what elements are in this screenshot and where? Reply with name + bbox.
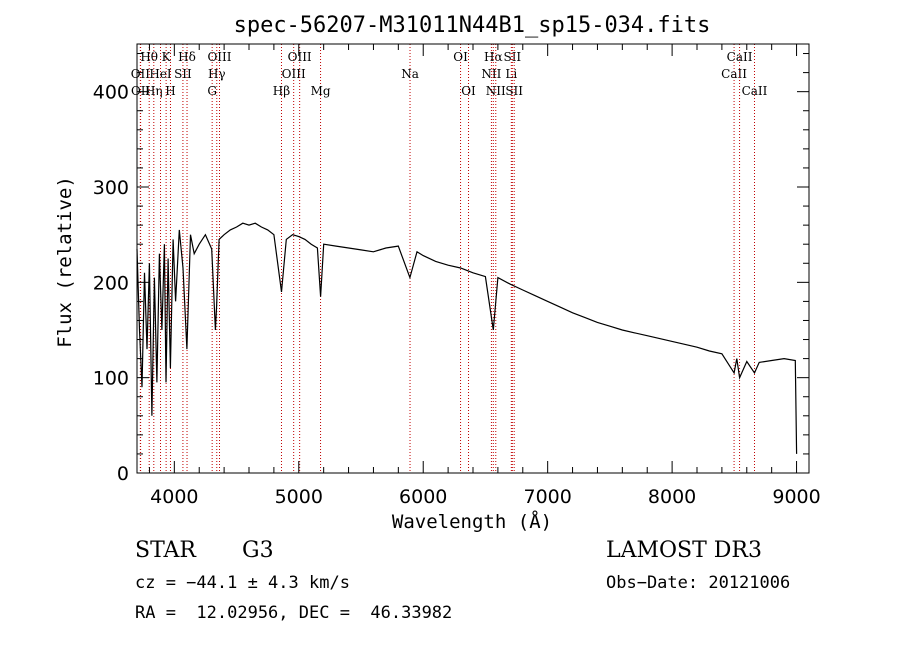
object-class: STAR (135, 538, 196, 563)
chart-title: spec-56207-M31011N44B1_sp15-034.fits (234, 13, 711, 38)
spectral-line-label: CaII (727, 50, 753, 64)
spectral-line-label: Hη (145, 84, 163, 98)
spectral-line-label: CaII (721, 67, 747, 81)
y-tick-label: 300 (93, 177, 129, 199)
x-tick-label: 7000 (523, 486, 571, 508)
survey-name: LAMOST DR3 (606, 538, 762, 563)
spectral-line-label: Mg (311, 84, 331, 98)
spectral-line-label: Hγ (208, 67, 226, 81)
axis-ticks: 4000 5000 6000 7000 8000 9000 0 100 200 300 400 (93, 44, 821, 508)
x-axis-label: Wavelength (Å) (392, 510, 552, 533)
x-tick-label: 9000 (772, 486, 820, 508)
spectral-line-label: SII (503, 50, 521, 64)
spectral-line-label: H (165, 84, 175, 98)
spectral-line-label: Hθ (140, 50, 158, 64)
spectral-line-label: SII (174, 67, 192, 81)
plot-frame (136, 43, 810, 474)
spectral-line-label: Na (401, 67, 419, 81)
spectral-line-label: OIII (282, 67, 306, 81)
x-tick-label: 6000 (399, 486, 447, 508)
y-tick-label: 200 (93, 272, 129, 294)
spectral-line-label: Hδ (178, 50, 196, 64)
spectral-line-label: Hβ (273, 84, 290, 98)
ra-dec: RA = 12.02956, DEC = 46.33982 (135, 603, 453, 623)
x-tick-label: 5000 (275, 486, 323, 508)
spectral-lines: OIIOIIHθHηHeIKHSIIHδGHγOIIIHβOIIIOIIIMgN… (131, 44, 768, 473)
spectral-line-label: OIII (207, 50, 231, 64)
redshift-cz: cz = −44.1 ± 4.3 km/s (135, 573, 350, 593)
spectral-line-label: OI (461, 84, 476, 98)
spectral-line-label: G (207, 84, 217, 98)
spectral-line-label: HeI (149, 67, 172, 81)
flux-series-line (136, 222, 798, 454)
spectral-line-label: NII (481, 67, 501, 81)
obs-date: Obs−Date: 20121006 (606, 573, 791, 593)
object-subclass: G3 (242, 538, 274, 563)
spectral-line-label: SII (505, 84, 523, 98)
x-tick-label: 4000 (150, 486, 198, 508)
spectral-line-label: CaII (742, 84, 768, 98)
x-tick-label: 8000 (648, 486, 696, 508)
spectral-line-label: K (162, 50, 172, 64)
y-tick-label: 100 (93, 368, 129, 390)
spectral-line-label: OII (131, 84, 151, 98)
spectral-line-label: OI (453, 50, 468, 64)
spectral-line-label: NII (486, 84, 506, 98)
spectral-line-label: Hα (484, 50, 503, 64)
y-axis-label: Flux (relative) (54, 176, 76, 348)
spectral-line-label: OIII (288, 50, 312, 64)
spectral-line-label: Li (505, 67, 517, 81)
y-tick-label: 400 (93, 82, 129, 104)
y-tick-label: 0 (117, 463, 129, 485)
